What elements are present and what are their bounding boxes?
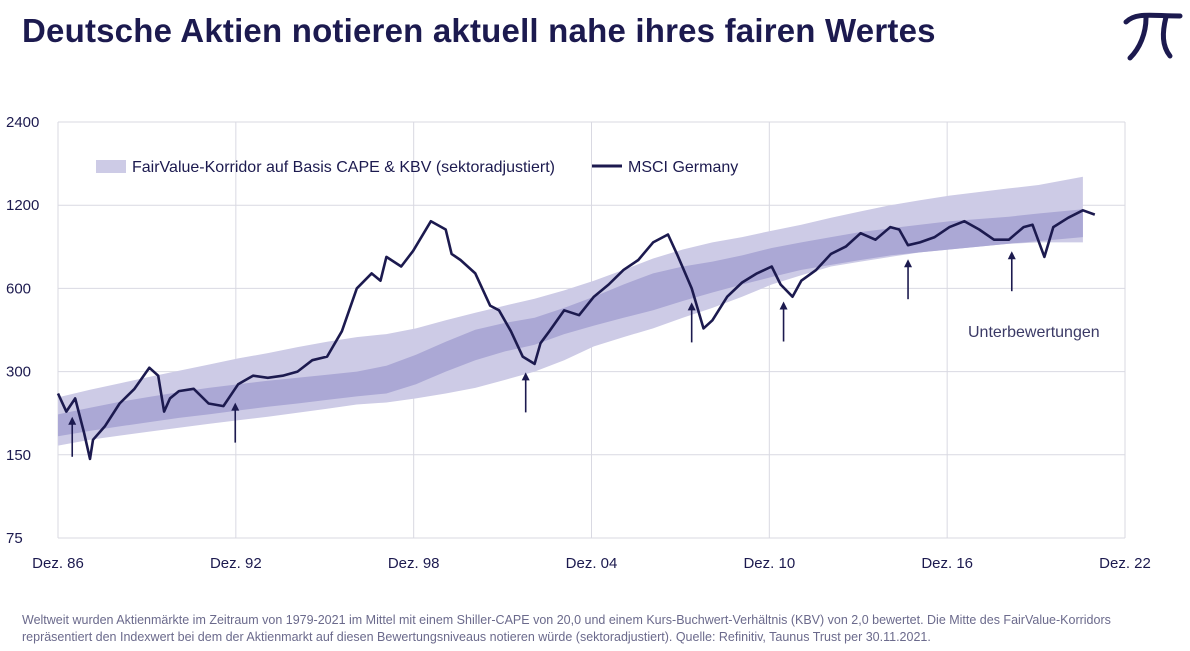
x-tick-label: Dez. 10: [743, 555, 795, 572]
page-title: Deutsche Aktien notieren aktuell nahe ih…: [22, 12, 936, 49]
x-tick-label: Dez. 16: [921, 555, 973, 572]
y-tick-label: 1200: [6, 197, 39, 214]
footnote: Weltweit wurden Aktienmärkte im Zeitraum…: [22, 613, 1111, 644]
arrow-head: [68, 416, 77, 425]
y-tick-label: 2400: [6, 114, 39, 131]
annotation-undervaluations: Unterbewertungen: [968, 324, 1100, 341]
y-tick-label: 150: [6, 447, 31, 464]
arrow-head: [231, 402, 240, 411]
y-tick-label: 300: [6, 364, 31, 381]
y-tick-label: 600: [6, 280, 31, 297]
x-tick-label: Dez. 22: [1099, 555, 1151, 572]
arrow-head: [779, 301, 788, 310]
band-inner: [58, 209, 1083, 437]
legend-label-band: FairValue-Korridor auf Basis CAPE & KBV …: [132, 159, 555, 176]
x-tick-label: Dez. 92: [210, 555, 262, 572]
series-line-msci-germany: [56, 209, 1096, 461]
undervaluation-arrows: [68, 251, 1016, 457]
legend-swatch-band: [96, 160, 126, 173]
pi-icon: [1123, 12, 1183, 61]
grid-lines: [57, 121, 1126, 539]
x-tick-label: Dez. 86: [32, 555, 84, 572]
x-tick-label: Dez. 04: [566, 555, 618, 572]
x-tick-label: Dez. 98: [388, 555, 440, 572]
y-axis-tick-labels: 75 150 300 600 1200 2400: [6, 114, 39, 547]
arrow-head: [1007, 251, 1016, 260]
arrow-head: [521, 372, 530, 381]
arrow-head: [687, 302, 696, 311]
line-chart: 75 150 300 600 1200 2400 Dez. 86 Dez. 92 Dez. 9…: [6, 114, 1151, 572]
y-tick-label: 75: [6, 530, 23, 547]
legend-label-line: MSCI Germany: [628, 159, 738, 176]
msci-germany-line: [56, 209, 1096, 461]
x-axis-tick-labels: Dez. 86 Dez. 92 Dez. 98 Dez. 04 Dez. 10 Dez. …: [32, 555, 1151, 572]
legend: FairValue-Korridor auf Basis CAPE & KBV …: [96, 159, 738, 176]
arrow-head: [904, 259, 913, 268]
